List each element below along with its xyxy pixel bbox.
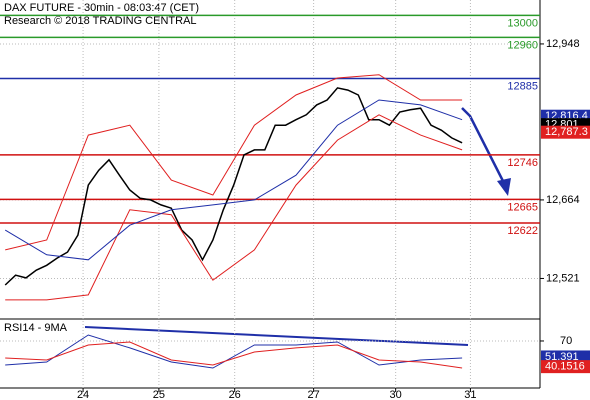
chart-subtitle: Research © 2018 TRADING CENTRAL <box>4 15 197 27</box>
last-value-box <box>541 360 590 374</box>
series-line <box>5 74 463 251</box>
last-value-label: 12,787.3 <box>545 126 588 138</box>
y-tick-label: 70 <box>560 335 572 347</box>
level-label: 12622 <box>507 225 538 237</box>
rsi-trendline <box>84 326 469 346</box>
series-line <box>5 341 463 369</box>
x-tick-label: 30 <box>390 389 402 400</box>
forecast-arrow-head <box>497 178 511 196</box>
rsi-label: RSI14 - 9MA <box>4 322 68 334</box>
last-value-box <box>541 125 590 139</box>
series-line <box>5 114 463 301</box>
y-tick-label: 12,948 <box>546 38 580 50</box>
chart-title: DAX FUTURE - 30min - 08:03:47 (CET) <box>4 2 199 14</box>
series-line <box>4 99 463 261</box>
series-line <box>4 87 463 286</box>
x-tick-label: 25 <box>153 389 165 400</box>
y-tick-label: 12,664 <box>546 194 580 206</box>
x-tick-label: 31 <box>464 389 476 400</box>
last-value-label: 40.1516 <box>545 361 585 373</box>
forecast-arrow <box>461 107 507 186</box>
series-line <box>5 334 463 369</box>
level-label: 12960 <box>507 39 538 51</box>
level-label: 12746 <box>507 157 538 169</box>
level-label: 13000 <box>507 17 538 29</box>
x-tick-label: 26 <box>229 389 241 400</box>
last-value-label: 51.391 <box>545 351 579 363</box>
y-tick-label: 12,521 <box>546 272 580 284</box>
x-tick-label: 27 <box>307 389 319 400</box>
x-tick-label: 24 <box>77 389 89 400</box>
level-label: 12885 <box>507 80 538 92</box>
level-label: 12665 <box>507 201 538 213</box>
